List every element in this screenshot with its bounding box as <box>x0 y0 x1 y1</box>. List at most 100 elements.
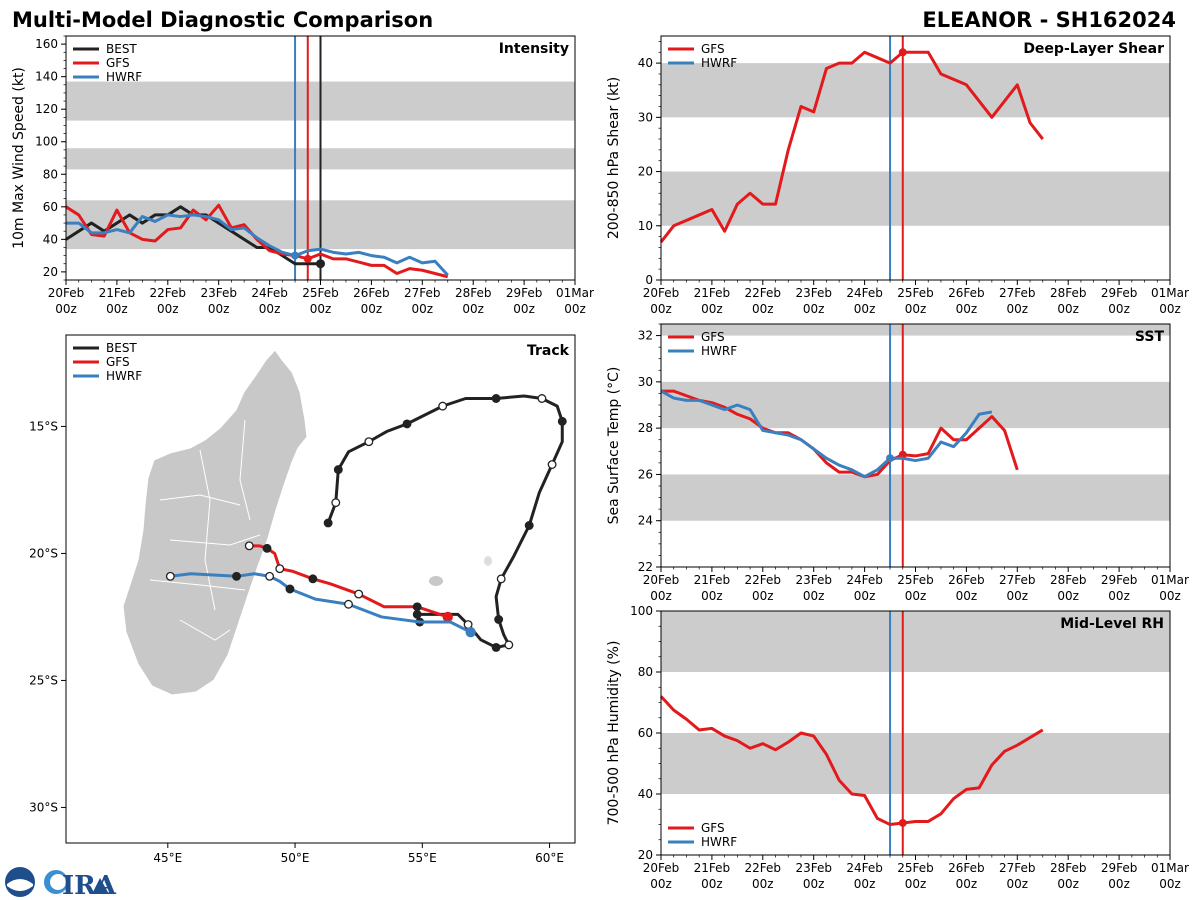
x-tick-day-label: 21Feb <box>694 861 731 875</box>
y-tick-label: 80 <box>43 167 58 181</box>
y-tick-label: 20°S <box>29 546 58 560</box>
y-tick-label: 24 <box>638 514 653 528</box>
panels: 2040608010012014016020Feb00z21Feb00z22Fe… <box>11 35 1189 891</box>
cira-logo: IRA <box>5 867 117 900</box>
track-point-gfs <box>275 564 285 574</box>
threshold-band <box>661 171 1170 226</box>
track-point-gfs <box>244 541 254 551</box>
legend-label-best: BEST <box>106 42 137 56</box>
y-tick-label: 28 <box>638 421 653 435</box>
x-tick-hour-label: 00z <box>854 589 876 603</box>
y-tick-label: 140 <box>35 70 58 84</box>
x-tick-day-label: 26Feb <box>948 861 985 875</box>
x-tick-day-label: 24Feb <box>846 573 883 587</box>
x-tick-hour-label: 00z <box>1108 302 1130 316</box>
x-tick-day-label: 20Feb <box>48 286 85 300</box>
x-tick-hour-label: 00z <box>905 302 927 316</box>
y-tick-label: 15°S <box>29 419 58 433</box>
x-tick-hour-label: 00z <box>803 589 825 603</box>
x-tick-day-label: 24Feb <box>251 286 288 300</box>
x-tick-hour-label: 00z <box>854 877 876 891</box>
threshold-band <box>661 381 1170 429</box>
x-tick-day-label: 01Mar <box>556 286 594 300</box>
reunion-island <box>429 576 443 586</box>
panel-rh: 20 40 60 80 100 20Feb 00z 21Feb 00z 22Feb 00z 23Feb… <box>606 604 1189 891</box>
track-point-gfs <box>412 602 422 612</box>
track-point-best <box>491 642 501 652</box>
threshold-band <box>661 474 1170 521</box>
y-tick-label: 30°S <box>29 800 58 814</box>
x-tick-hour-label: 00z <box>564 302 586 316</box>
init-marker-gfs <box>898 48 907 57</box>
track-point-best <box>496 574 506 584</box>
track-point-best <box>333 465 343 475</box>
track-point-best <box>504 640 514 650</box>
x-tick-hour-label: 00z <box>1007 877 1029 891</box>
x-tick-hour-label: 00z <box>412 302 434 316</box>
track-point-best <box>364 437 374 447</box>
x-tick-day-label: 28Feb <box>1050 286 1087 300</box>
x-tick-hour-label: 00z <box>462 302 484 316</box>
x-tick-day-label: 28Feb <box>1050 573 1087 587</box>
svg-text:IRA: IRA <box>62 871 117 900</box>
plot-frame <box>65 334 576 844</box>
panel-title: SST <box>1135 329 1165 345</box>
legend-label-best: BEST <box>106 341 137 355</box>
legend-label-gfs: GFS <box>106 355 130 369</box>
legend-label-gfs: GFS <box>701 42 725 56</box>
y-tick-label: 20 <box>638 165 653 179</box>
x-tick-day-label: 22Feb <box>745 861 782 875</box>
main-title: Multi-Model Diagnostic Comparison <box>12 8 433 32</box>
x-tick-hour-label: 00z <box>55 302 77 316</box>
x-tick-day-label: 29Feb <box>1101 573 1138 587</box>
init-marker-hwrf <box>886 454 895 463</box>
legend-label-gfs: GFS <box>701 330 725 344</box>
track-point-best <box>323 518 333 528</box>
init-marker-hwrf <box>291 251 300 260</box>
x-tick-hour-label: 00z <box>905 877 927 891</box>
x-tick-hour-label: 00z <box>752 589 774 603</box>
y-tick-label: 20 <box>638 848 653 862</box>
y-tick-label: 80 <box>638 665 653 679</box>
x-tick-day-label: 29Feb <box>1101 286 1138 300</box>
y-tick-label: 0 <box>645 273 653 287</box>
x-tick-hour-label: 00z <box>650 589 672 603</box>
y-tick-label: 160 <box>35 37 58 51</box>
series-line-gfs <box>661 389 1019 479</box>
x-tick-label: 50°E <box>281 851 310 865</box>
x-tick-hour-label: 00z <box>905 589 927 603</box>
x-tick-day-label: 27Feb <box>999 861 1036 875</box>
y-tick-label: 10 <box>638 219 653 233</box>
y-tick-label: 30 <box>638 375 653 389</box>
threshold-band <box>661 733 1170 794</box>
x-tick-hour-label: 00z <box>1159 589 1181 603</box>
y-tick-label: 26 <box>638 467 653 481</box>
series-line-hwrf <box>660 389 993 479</box>
x-tick-hour-label: 00z <box>259 302 281 316</box>
x-tick-hour-label: 00z <box>752 877 774 891</box>
x-tick-hour-label: 00z <box>1159 302 1181 316</box>
x-tick-day-label: 28Feb <box>1050 861 1087 875</box>
x-tick-hour-label: 00z <box>650 302 672 316</box>
y-axis-label: 10m Max Wind Speed (kt) <box>11 67 27 249</box>
x-tick-day-label: 20Feb <box>643 286 680 300</box>
legend-label-hwrf: HWRF <box>106 70 142 84</box>
legend-label-gfs: GFS <box>106 56 130 70</box>
x-tick-hour-label: 00z <box>1007 302 1029 316</box>
x-tick-day-label: 23Feb <box>795 573 832 587</box>
x-tick-hour-label: 00z <box>513 302 535 316</box>
track-point-hwrf <box>265 571 275 581</box>
track-point-hwrf <box>232 571 241 581</box>
x-tick-day-label: 27Feb <box>999 286 1036 300</box>
legend-label-hwrf: HWRF <box>701 344 737 358</box>
x-tick-day-label: 22Feb <box>745 573 782 587</box>
track-point-gfs <box>354 589 364 599</box>
track-point-hwrf <box>344 599 353 609</box>
track-point-gfs <box>262 543 272 553</box>
panel-title: Track <box>527 343 570 359</box>
x-tick-day-label: 25Feb <box>897 286 934 300</box>
x-tick-hour-label: 00z <box>803 302 825 316</box>
panel-sst: 22 24 26 28 30 32 20Feb 00z 21Feb 00z 22Feb 00z 23Fe… <box>606 323 1189 603</box>
x-tick-day-label: 21Feb <box>694 573 731 587</box>
x-tick-hour-label: 00z <box>106 302 128 316</box>
